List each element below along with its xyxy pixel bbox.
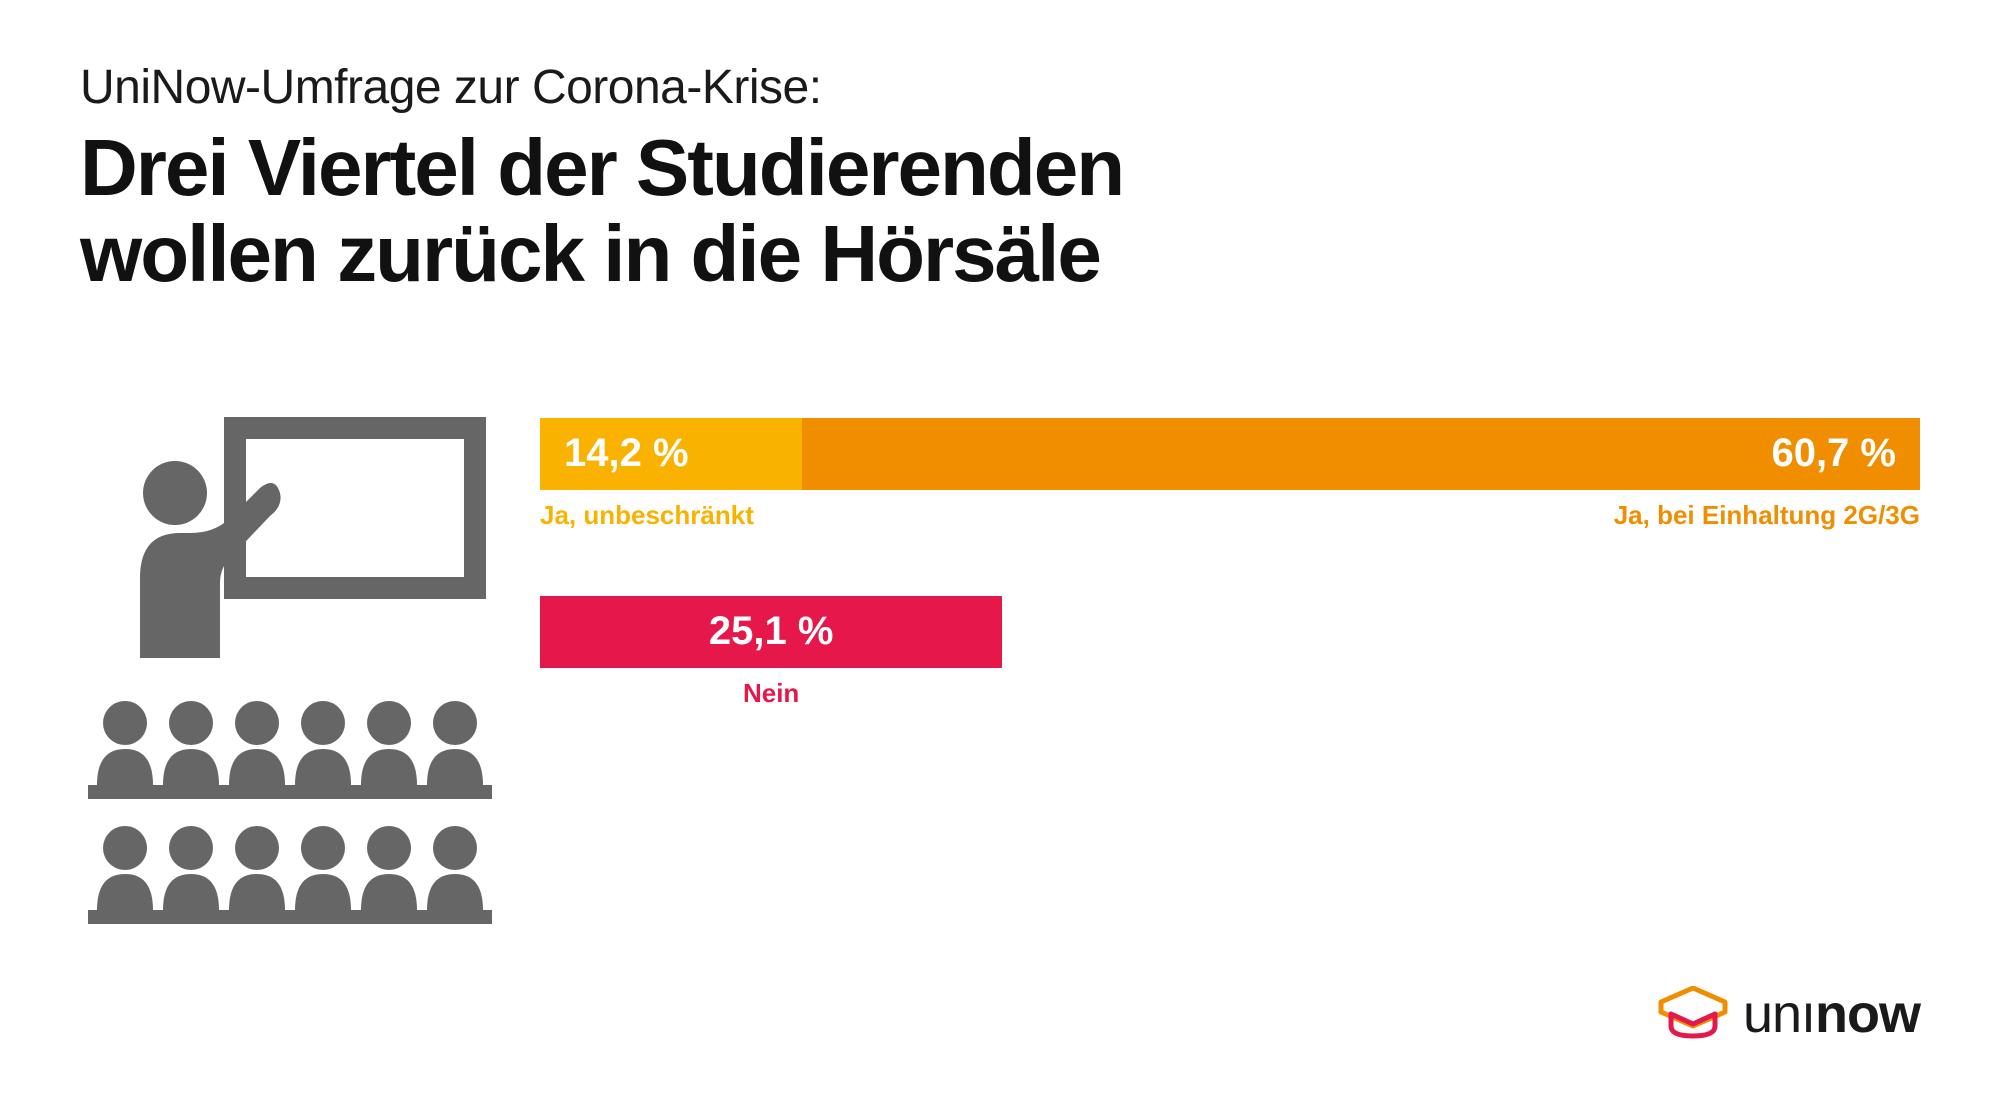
logo-text-thin: unı	[1743, 984, 1815, 1044]
content-row: 14,2 % 60,7 % Ja, unbeschränkt Ja, bei E…	[80, 408, 1920, 933]
bar-label-no: Nein	[540, 678, 1002, 709]
uninow-logo: unınow	[1657, 983, 1920, 1045]
uninow-logo-text: unınow	[1743, 983, 1920, 1045]
bar-track-yes: 14,2 % 60,7 %	[540, 418, 1920, 490]
headline-line-1: Drei Viertel der Studierenden	[80, 123, 1123, 212]
bar-row-yes: 14,2 % 60,7 % Ja, unbeschränkt Ja, bei E…	[540, 418, 1920, 531]
bar-row-no: 25,1 % Nein	[540, 596, 1920, 709]
bar-segment-yes-2g3g: 60,7 %	[802, 418, 1920, 490]
bar-labels-yes: Ja, unbeschränkt Ja, bei Einhaltung 2G/3…	[540, 500, 1920, 531]
classroom-icon	[80, 408, 500, 933]
headline: Drei Viertel der Studierenden wollen zur…	[80, 125, 1920, 298]
bar-chart: 14,2 % 60,7 % Ja, unbeschränkt Ja, bei E…	[500, 408, 1920, 774]
bar-segment-no: 25,1 %	[540, 596, 1002, 668]
bar-label-yes-unrestricted: Ja, unbeschränkt	[540, 500, 754, 531]
bar-value: 60,7 %	[1771, 431, 1896, 476]
bar-segment-yes-unrestricted: 14,2 %	[540, 418, 802, 490]
infographic-canvas: UniNow-Umfrage zur Corona-Krise: Drei Vi…	[0, 0, 2000, 1100]
uninow-logo-icon	[1657, 986, 1729, 1042]
logo-text-bold: now	[1815, 984, 1920, 1044]
bar-labels-no: Nein	[540, 678, 1920, 709]
bar-value: 25,1 %	[709, 609, 834, 654]
bar-value: 14,2 %	[564, 431, 689, 476]
bar-track-no: 25,1 %	[540, 596, 1920, 668]
supertitle: UniNow-Umfrage zur Corona-Krise:	[80, 60, 1920, 115]
headline-line-2: wollen zurück in die Hörsäle	[80, 209, 1100, 298]
bar-label-yes-2g3g: Ja, bei Einhaltung 2G/3G	[1614, 500, 1920, 531]
